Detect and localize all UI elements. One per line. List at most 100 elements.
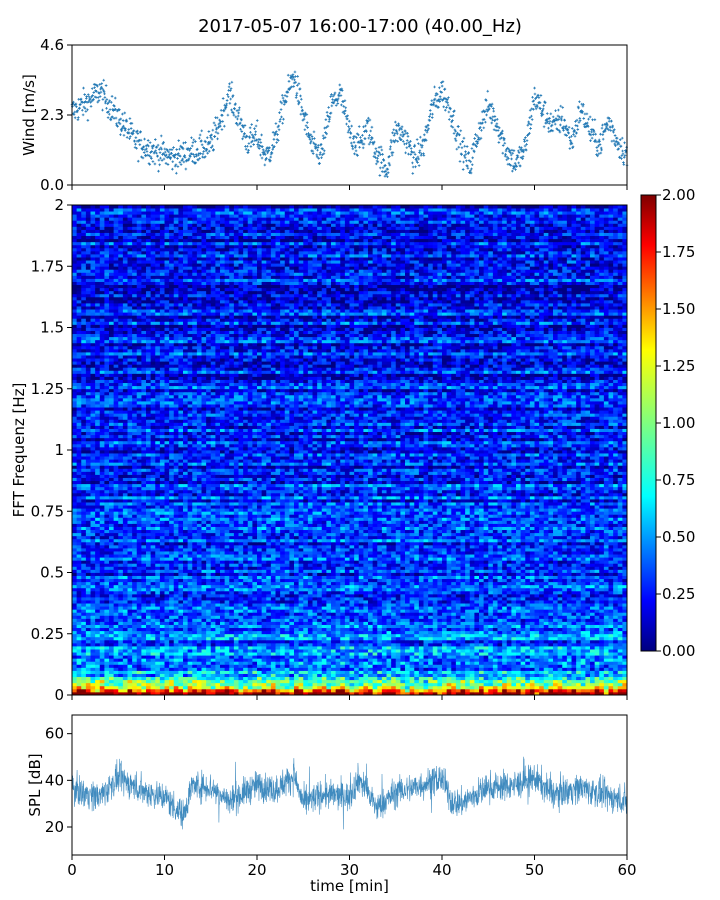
spectrogram-cell [210,679,216,684]
spectrogram-cell [363,685,369,690]
spectrogram-cell [358,673,364,678]
spectrogram-cell [580,630,586,635]
spectrogram-cell [233,636,239,641]
spectrogram-cell [391,612,397,616]
spectrogram-cell [511,658,517,662]
spectrogram-cell [224,639,230,644]
spectrogram-cell [118,612,124,616]
spectrogram-cell [159,630,165,635]
spectrogram-cell [118,609,124,613]
spectrogram-cell [312,603,318,607]
spectrogram-cell [354,618,360,622]
spectrogram-cell [391,676,397,681]
spectrogram-cell [159,673,165,678]
spectrogram-cell [187,655,193,659]
spectrogram-cell [257,606,263,610]
wind-point [144,154,148,158]
spectrogram-cell [247,615,253,619]
spectrogram-cell [479,606,485,610]
spectrogram-cell [571,667,577,671]
spectrogram-cell [562,624,568,629]
spectrogram-cell [423,642,429,647]
spectrogram-cell [72,661,78,665]
spectrogram-cell [196,639,202,644]
spectrogram-cell [617,664,623,668]
spectrogram-cell [220,652,226,656]
wind-point [98,83,102,86]
spectrogram-cell [178,603,184,607]
spectrogram-cell [428,679,434,684]
spectrogram-cell [548,621,554,625]
spectrogram-cell [229,685,235,690]
spectrogram-cell [210,676,216,681]
spectrogram-cell [354,673,360,678]
spectrogram-cell [585,621,591,625]
spectrogram-cell [377,658,383,662]
spectrogram-cell [326,630,332,635]
spectrogram-cell [566,673,572,678]
wind-point [415,159,419,163]
spectrogram-cell [363,646,369,650]
spectrogram-cell [520,652,526,656]
spectrogram-cell [585,667,591,671]
spectrogram-cell [534,621,540,625]
spectrogram-cell [603,636,609,641]
spectrogram-cell [506,688,512,693]
wind-point [146,153,150,157]
spectrogram-cell [460,636,466,641]
wind-point [238,106,241,110]
spectrogram-cell [294,609,300,613]
spectrogram-cell [391,639,397,644]
spectrogram-cell [85,609,91,613]
spectrogram-cell [474,636,480,641]
spectrogram-cell [506,618,512,622]
spectrogram-cell [201,618,207,622]
spectrogram-cell [233,676,239,681]
wind-point [449,107,452,111]
spectrogram-cell [321,676,327,681]
wind-point [467,151,471,154]
spectrogram-cell [525,682,531,687]
wind-point [111,109,115,112]
spectrogram-cell [455,661,461,665]
spectrogram-cell [590,676,596,681]
spectrogram-cell [474,615,480,619]
wind-point [207,149,211,153]
spectrogram-cell [354,655,360,659]
wind-point [505,158,509,162]
spectrogram-cell [72,667,78,671]
spectrogram-cell [455,615,461,619]
wind-point [325,111,329,114]
spectrogram-cell [72,642,78,647]
spectrogram-cell [150,673,156,678]
wind-point [280,93,284,97]
spectrogram-cell [118,670,124,674]
spectrogram-cell [409,624,415,629]
spectrogram-cell [428,685,434,690]
spectrogram-cell [233,603,239,607]
spectrogram-cell [363,661,369,665]
spectrogram-cell [85,642,91,647]
spectrogram-cell [206,682,212,687]
spectrogram-cell [298,633,304,638]
spectrogram-cell [617,649,623,653]
spectrogram-cell [553,655,559,659]
wind-point [411,161,414,165]
spectrogram-cell [516,664,522,668]
wind-point [214,130,218,134]
spectrogram-cell [372,652,378,656]
wind-point [96,96,100,99]
spectrogram-cell [270,652,276,656]
wind-point [405,142,408,145]
spectrogram-cell [502,609,508,613]
spectrogram-cell [109,627,115,632]
wind-point [215,116,219,120]
spectrogram-cell [590,649,596,653]
spectrogram-cell [298,603,304,607]
spectrogram-cell [321,606,327,610]
spectrogram-cell [284,676,290,681]
spectrogram-cell [215,646,221,650]
spectrogram-cell [617,688,623,693]
spectrogram-cell [613,682,619,687]
spectrogram-cell [340,621,346,625]
